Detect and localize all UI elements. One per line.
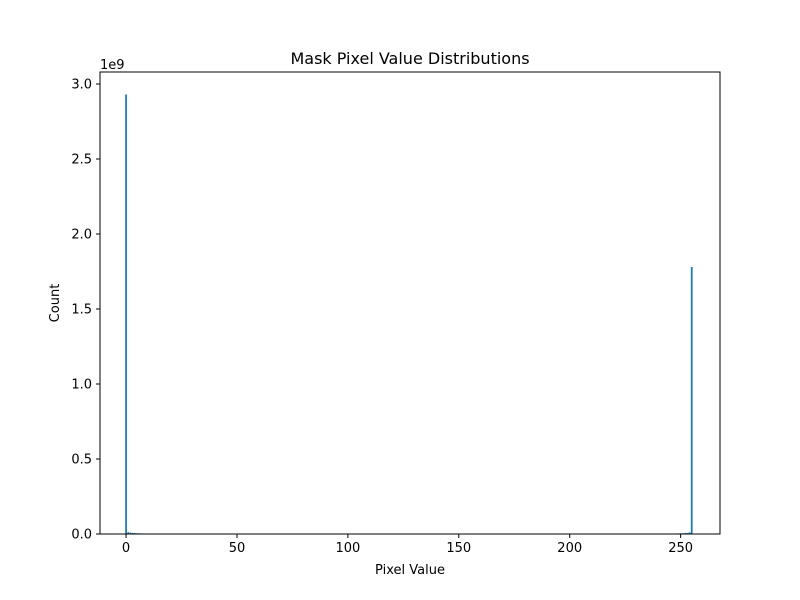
y-axis-label: Count bbox=[48, 284, 63, 323]
x-tick-label: 150 bbox=[446, 541, 471, 556]
x-tick-label: 200 bbox=[557, 541, 582, 556]
histogram-bar bbox=[131, 532, 134, 534]
x-tick-label: 100 bbox=[335, 541, 360, 556]
y-tick-label: 1.5 bbox=[71, 303, 92, 318]
x-tick-label: 0 bbox=[122, 541, 130, 556]
y-axis-ticks: 0.0 0.5 1.0 1.5 2.0 2.5 3.0 bbox=[71, 78, 100, 543]
y-tick-label: 3.0 bbox=[71, 78, 92, 93]
histogram-bar bbox=[686, 532, 689, 534]
chart-title: Mask Pixel Value Distributions bbox=[290, 49, 529, 68]
histogram-bar bbox=[129, 532, 132, 534]
y-tick-label: 0.0 bbox=[71, 528, 92, 543]
plot-frame bbox=[99, 71, 721, 535]
histogram-bar bbox=[690, 267, 693, 534]
x-axis-ticks: 0 50 100 150 200 250 bbox=[122, 534, 693, 556]
y-tick-label: 0.5 bbox=[71, 453, 92, 468]
y-tick-label: 2.5 bbox=[71, 153, 92, 168]
y-tick-label: 1.0 bbox=[71, 378, 92, 393]
x-tick-label: 250 bbox=[668, 541, 693, 556]
y-offset-label: 1e9 bbox=[100, 58, 125, 73]
histogram-bar bbox=[688, 532, 691, 534]
y-tick-label: 2.0 bbox=[71, 228, 92, 243]
histogram-bar bbox=[125, 94, 127, 534]
x-tick-label: 50 bbox=[229, 541, 246, 556]
histogram-bar bbox=[127, 532, 130, 534]
x-axis-label: Pixel Value bbox=[375, 563, 445, 578]
bars-group bbox=[125, 94, 693, 535]
